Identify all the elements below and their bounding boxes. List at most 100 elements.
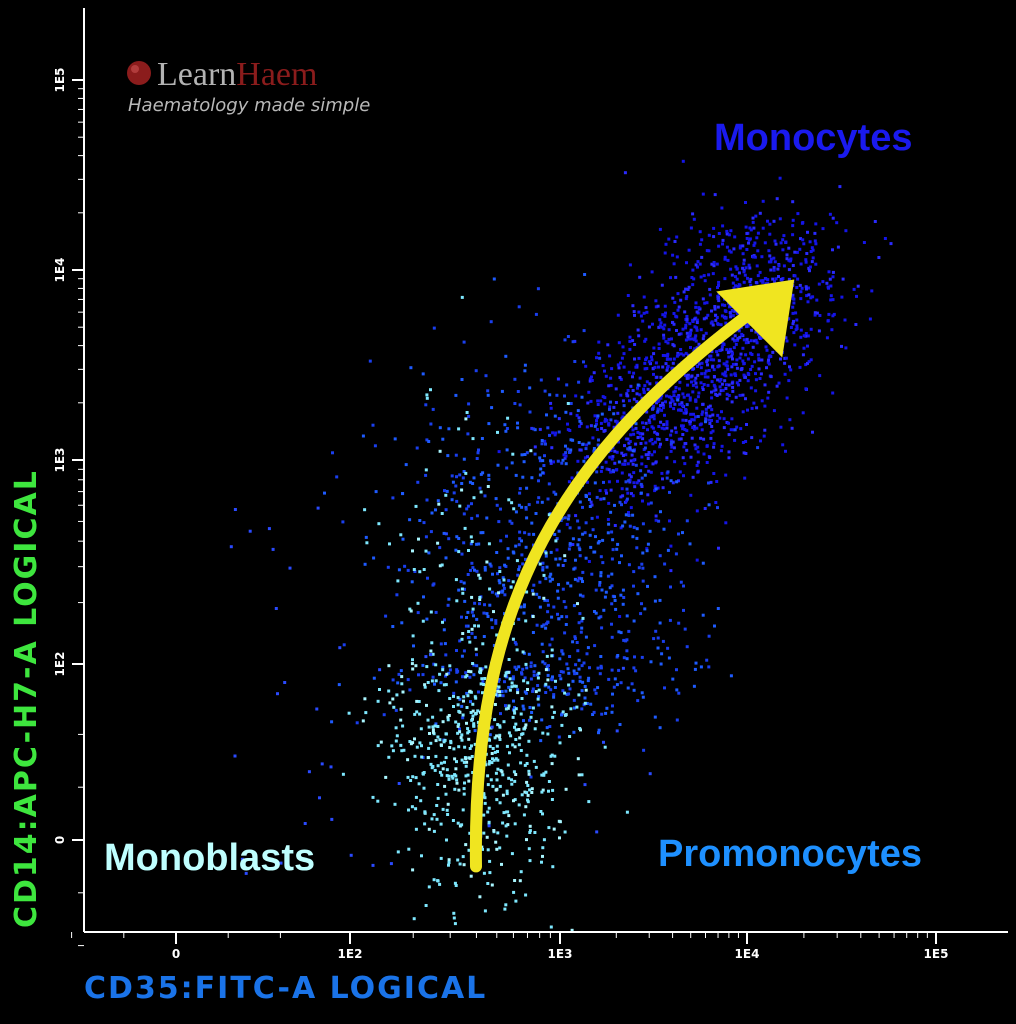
monoblasts-event-point — [468, 756, 472, 760]
monoblasts-event-point — [377, 522, 381, 526]
monoblasts-event-point — [526, 688, 529, 691]
monocytes-event-point — [692, 277, 696, 281]
monoblasts-event-point — [525, 838, 528, 842]
monoblasts-event-point — [587, 800, 591, 804]
promonocytes-event-point — [475, 569, 479, 573]
monocytes-event-point — [804, 332, 808, 335]
monoblasts-event-point — [456, 731, 460, 735]
promonocytes-event-point — [439, 681, 443, 685]
monocytes-event-point — [681, 404, 684, 408]
promonocytes-event-point — [516, 421, 519, 425]
promonocytes-event-point — [335, 475, 339, 479]
monocytes-event-point — [756, 353, 760, 357]
monocytes-event-point — [792, 331, 796, 335]
monoblasts-event-point — [347, 711, 351, 715]
monocytes-event-point — [759, 439, 762, 443]
promonocytes-event-point — [430, 511, 434, 515]
promonocytes-event-point — [466, 624, 470, 628]
promonocytes-event-point — [523, 676, 527, 680]
promonocytes-event-point — [537, 703, 541, 707]
promonocytes-event-point — [397, 568, 401, 572]
promonocytes-event-point — [434, 722, 438, 726]
promonocytes-event-point — [573, 635, 577, 639]
monoblasts-event-point — [524, 723, 528, 727]
monocytes-event-point — [791, 311, 795, 315]
monocytes-event-point — [710, 396, 714, 400]
monocytes-event-point — [687, 248, 691, 252]
monocytes-event-point — [675, 354, 679, 358]
monocytes-event-point — [634, 442, 638, 446]
monoblasts-event-point — [436, 764, 440, 768]
promonocytes-event-point — [612, 412, 616, 416]
monocytes-event-point — [646, 387, 650, 391]
promonocytes-event-point — [591, 713, 595, 716]
monocytes-event-point — [690, 337, 694, 341]
monoblasts-event-point — [464, 774, 468, 778]
monoblasts-event-point — [501, 793, 505, 797]
monoblasts-event-point — [364, 711, 368, 715]
promonocytes-event-point — [408, 688, 412, 692]
monoblasts-event-point — [473, 624, 477, 628]
monoblasts-event-point — [512, 799, 515, 803]
outlier-event-point — [424, 655, 428, 659]
monoblasts-event-point — [448, 664, 452, 668]
promonocytes-event-point — [524, 506, 528, 510]
promonocytes-event-point — [613, 595, 616, 599]
monoblasts-event-point — [440, 512, 444, 515]
promonocytes-event-point — [540, 624, 544, 628]
promonocytes-event-point — [516, 573, 520, 577]
monoblasts-event-point — [457, 722, 461, 726]
monocytes-event-point — [717, 244, 721, 248]
promonocytes-event-point — [654, 487, 658, 491]
monoblasts-event-point — [524, 893, 528, 897]
monocytes-event-point — [692, 217, 696, 221]
monocytes-event-point — [754, 372, 757, 376]
monocytes-event-point — [619, 377, 623, 381]
axes — [83, 8, 1008, 933]
monoblasts-event-point — [402, 748, 406, 752]
monocytes-event-point — [829, 294, 833, 298]
monocytes-event-point — [699, 436, 703, 440]
monocytes-event-point — [696, 373, 700, 377]
monocytes-event-point — [647, 451, 651, 454]
promonocytes-event-point — [534, 312, 538, 316]
promonocytes-event-point — [517, 665, 521, 669]
promonocytes-event-point — [524, 691, 528, 695]
promonocytes-event-point — [643, 446, 647, 450]
monocytes-event-point — [637, 479, 641, 483]
x-tick-label: 1E3 — [548, 947, 573, 961]
monoblasts-event-point — [425, 703, 428, 707]
promonocytes-event-point — [426, 576, 429, 580]
promonocytes-event-point — [520, 672, 524, 676]
monoblasts-event-point — [498, 784, 502, 788]
promonocytes-event-point — [549, 550, 553, 554]
monoblasts-event-point — [474, 647, 478, 651]
monocytes-event-point — [734, 395, 738, 399]
monoblasts-event-point — [510, 501, 514, 505]
monoblasts-event-point — [550, 798, 554, 801]
promonocytes-event-point — [531, 589, 535, 593]
monoblasts-event-point — [490, 761, 494, 765]
monoblasts-event-point — [421, 772, 425, 776]
promonocytes-event-point — [568, 655, 572, 658]
promonocytes-event-point — [518, 487, 522, 491]
promonocytes-event-point — [497, 579, 501, 583]
monoblasts-event-point — [399, 743, 403, 747]
monoblasts-event-point — [436, 735, 440, 739]
monoblasts-event-point — [486, 848, 490, 852]
monocytes-event-point — [595, 515, 599, 519]
monoblasts-event-point — [487, 806, 491, 810]
monocytes-event-point — [734, 338, 737, 342]
promonocytes-event-point — [447, 427, 451, 431]
monocytes-event-point — [741, 252, 745, 256]
monocytes-event-point — [725, 348, 729, 352]
monoblasts-event-point — [488, 859, 492, 863]
promonocytes-event-point — [564, 451, 568, 455]
monoblasts-event-point — [414, 664, 418, 668]
monocytes-event-point — [665, 422, 669, 426]
monocytes-event-point — [688, 322, 692, 326]
monoblasts-event-point — [503, 674, 507, 678]
promonocytes-event-point — [497, 679, 501, 683]
monocytes-event-point — [643, 384, 647, 388]
promonocytes-event-point — [657, 437, 661, 441]
